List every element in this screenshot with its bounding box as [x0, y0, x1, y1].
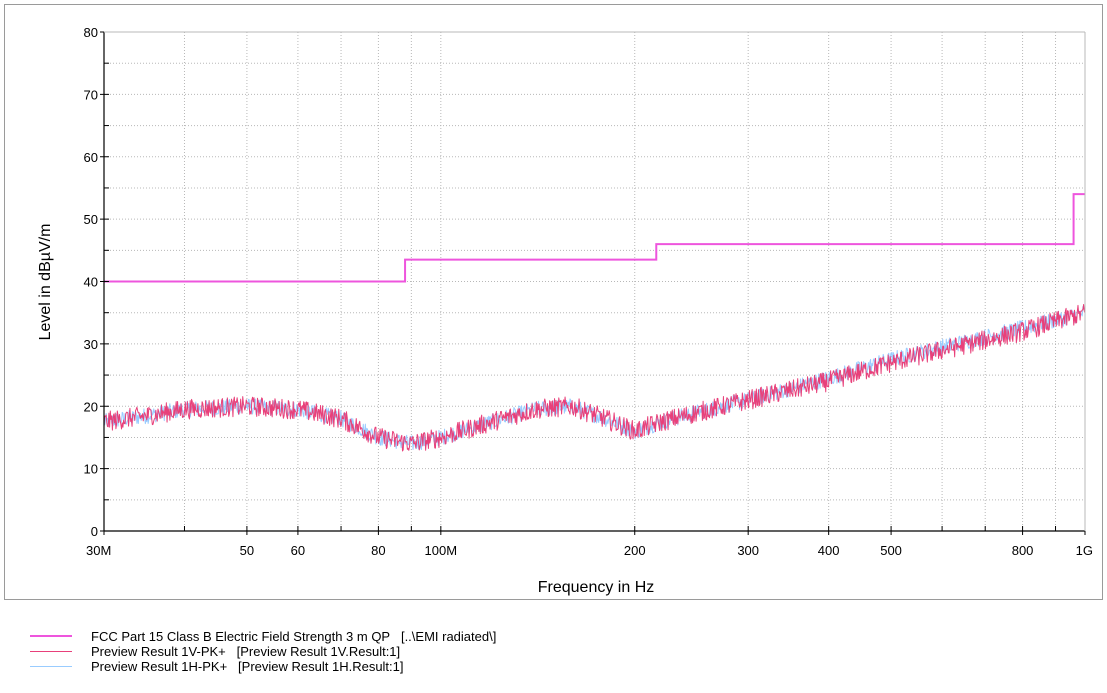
axes [100, 31, 1086, 535]
x-tick-label: 80 [371, 543, 385, 558]
legend-label: Preview Result 1H-PK+ [Preview Result 1H… [91, 659, 404, 674]
y-tick-label: 50 [84, 212, 98, 227]
y-tick-label: 80 [84, 25, 98, 40]
series-limit-line [104, 193, 1085, 283]
x-tick-label: 300 [737, 543, 759, 558]
x-tick-label: 400 [818, 543, 840, 558]
x-tick-label: 30M [86, 543, 111, 558]
y-tick-label: 10 [84, 462, 98, 477]
emi-chart: 0 10 20 30 40 50 60 70 80 30M 50 60 80 100M 200 300 400 5… [37, 25, 1093, 596]
legend-swatch-fcc-limit [30, 635, 72, 637]
x-tick-label: 60 [291, 543, 305, 558]
y-tick-label: 70 [84, 87, 98, 102]
x-tick-label: 50 [240, 543, 254, 558]
x-tick-label: 200 [624, 543, 646, 558]
chart-frame [4, 4, 1103, 600]
x-tick-label: 500 [880, 543, 902, 558]
series-layer [103, 193, 1086, 452]
legend-swatch-1v [30, 651, 72, 652]
x-tick-label: 1G [1076, 543, 1093, 558]
legend-swatch-1h [30, 666, 72, 667]
series-trace-1v [103, 304, 1086, 452]
legend-label: Preview Result 1V-PK+ [Preview Result 1V… [91, 644, 401, 659]
legend-label: FCC Part 15 Class B Electric Field Stren… [91, 629, 497, 644]
tick-labels: 0 10 20 30 40 50 60 70 80 30M 50 60 80 100M 200 300 400 5… [84, 25, 1093, 558]
series-trace-1h [103, 306, 1086, 451]
x-axis-title: Frequency in Hz [538, 579, 655, 596]
x-tick-label: 100M [425, 543, 458, 558]
y-tick-label: 0 [91, 524, 98, 539]
y-tick-label: 40 [84, 275, 98, 290]
y-tick-label: 30 [84, 337, 98, 352]
y-tick-label: 20 [84, 399, 98, 414]
x-tick-label: 800 [1012, 543, 1034, 558]
y-tick-label: 60 [84, 150, 98, 165]
y-axis-title: Level in dBµV/m [37, 224, 54, 341]
